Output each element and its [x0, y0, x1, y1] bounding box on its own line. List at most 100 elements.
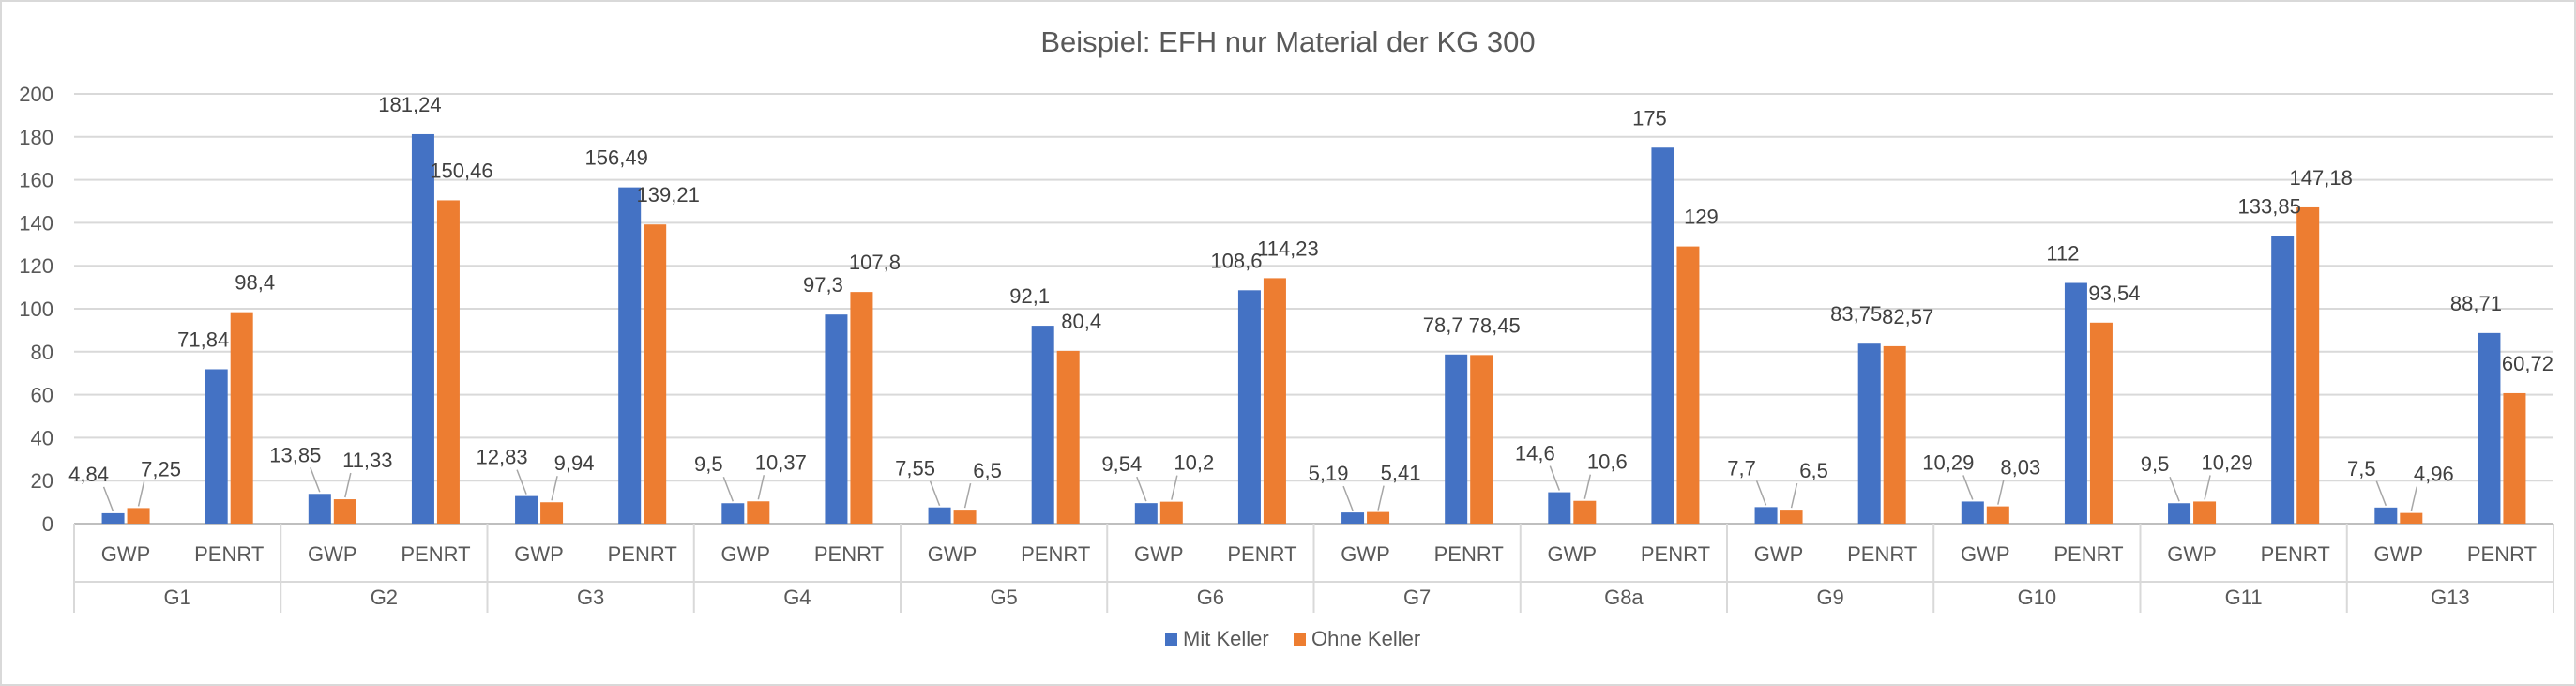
data-label-ohne-keller: 5,41: [1381, 462, 1421, 485]
data-label-ohne-keller: 10,6: [1587, 450, 1628, 474]
data-label-ohne-keller: 7,25: [141, 457, 181, 480]
data-label-ohne-keller: 82,57: [1882, 305, 1933, 328]
x-subcategory-label: PENRT: [2261, 542, 2330, 566]
data-label-ohne-keller: 114,23: [1257, 236, 1319, 260]
data-label-mit-keller: 78,7: [1423, 313, 1463, 337]
bar-mit-keller: [1961, 501, 1984, 524]
bar-ohne-keller: [1780, 510, 1803, 524]
leader-line: [1136, 476, 1147, 502]
bar-ohne-keller: [2400, 512, 2423, 524]
y-tick-label: 100: [19, 297, 53, 321]
x-group-label: G9: [1816, 586, 1843, 609]
bar-ohne-keller: [2503, 392, 2526, 524]
x-subcategory-label: PENRT: [1021, 542, 1090, 566]
x-group-label: G11: [2225, 586, 2263, 609]
x-subcategory-label: GWP: [2374, 542, 2424, 566]
leader-line: [1171, 475, 1178, 500]
bar-mit-keller: [205, 369, 228, 524]
data-label-mit-keller: 108,6: [1210, 249, 1262, 272]
leader-line: [551, 476, 558, 501]
x-group-label: G1: [163, 586, 190, 609]
leader-line: [722, 476, 735, 502]
x-group-label: G10: [2018, 586, 2057, 609]
bar-ohne-keller: [540, 502, 564, 524]
y-axis-tick-labels: 0 20 40 60 80 100 120 140 160 180 200: [19, 83, 53, 536]
leader-line: [1962, 475, 1974, 500]
x-group-label: G3: [577, 586, 604, 609]
y-tick-label: 120: [19, 254, 53, 278]
x-group-label: G5: [990, 586, 1017, 609]
bar-mit-keller: [2064, 282, 2087, 524]
data-label-ohne-keller: 10,37: [755, 450, 807, 474]
data-label-mit-keller: 7,55: [895, 457, 935, 480]
data-label-ohne-keller: 78,45: [1469, 313, 1521, 337]
bar-mit-keller: [1754, 507, 1778, 524]
x-subcategory-label: PENRT: [1227, 542, 1296, 566]
legend-swatch-ohne-keller: [1294, 633, 1306, 646]
data-label-mit-keller: 9,5: [2141, 452, 2170, 476]
x-group-label: G7: [1403, 586, 1431, 609]
bar-ohne-keller: [1159, 501, 1183, 524]
x-subcategory-label: GWP: [2167, 542, 2217, 566]
bar-ohne-keller: [1573, 500, 1597, 524]
bar-mit-keller: [515, 495, 538, 524]
data-labels: 4,84 7,25 71,84 98,4 13,85 11,33 181,24 150,46 1…: [68, 93, 2553, 486]
data-label-mit-keller: 97,3: [803, 273, 843, 297]
bar-ohne-keller: [953, 510, 977, 524]
bar-ohne-keller: [1470, 355, 1493, 524]
y-tick-label: 180: [19, 126, 53, 149]
bar-mit-keller: [2168, 503, 2191, 524]
bar-mit-keller: [1134, 503, 1158, 524]
legend-swatch-mit-keller: [1165, 633, 1177, 646]
data-label-mit-keller: 7,5: [2347, 457, 2376, 480]
leader-line: [310, 467, 321, 493]
data-label-ohne-keller: 4,96: [2414, 463, 2454, 486]
bars: [101, 133, 2526, 525]
data-label-mit-keller: 88,71: [2450, 292, 2502, 315]
bar-mit-keller: [1548, 492, 1571, 524]
x-group-label: G13: [2431, 586, 2470, 609]
leader-line: [2375, 480, 2387, 507]
bar-ohne-keller: [127, 508, 150, 524]
data-label-ohne-keller: 9,94: [554, 451, 595, 475]
bar-ohne-keller: [850, 292, 873, 524]
data-label-mit-keller: 156,49: [585, 146, 648, 170]
data-label-ohne-keller: 6,5: [1799, 459, 1828, 482]
data-label-mit-keller: 9,5: [694, 452, 723, 476]
bar-ohne-keller: [1263, 278, 1286, 524]
bar-mit-keller: [2478, 332, 2501, 524]
bar-mit-keller: [618, 187, 642, 525]
x-subcategory-label: GWP: [1961, 542, 2010, 566]
bar-mit-keller: [1445, 354, 1468, 524]
x-subcategory-label: GWP: [1341, 542, 1390, 566]
data-label-ohne-keller: 150,46: [430, 159, 492, 182]
data-label-mit-keller: 9,54: [1101, 452, 1142, 476]
legend: Mit Keller Ohne Keller: [1165, 627, 1420, 650]
bar-mit-keller: [308, 494, 331, 524]
data-label-ohne-keller: 129: [1684, 206, 1719, 229]
bar-mit-keller: [825, 314, 848, 524]
x-subcategory-label: PENRT: [1847, 542, 1917, 566]
x-subcategory-label: PENRT: [2467, 542, 2537, 566]
data-label-mit-keller: 14,6: [1515, 442, 1555, 465]
x-subcategory-label: PENRT: [2053, 542, 2123, 566]
bar-mit-keller: [928, 507, 951, 524]
data-label-ohne-keller: 147,18: [2290, 166, 2353, 190]
data-label-mit-keller: 71,84: [177, 328, 229, 351]
bar-mit-keller: [1341, 512, 1365, 524]
leader-line: [2410, 486, 2418, 511]
bar-ohne-keller: [2089, 322, 2113, 524]
data-label-ohne-keller: 11,33: [342, 449, 392, 472]
data-label-mit-keller: 12,83: [477, 446, 528, 469]
data-label-ohne-keller: 98,4: [235, 271, 275, 295]
data-label-ohne-keller: 10,2: [1174, 451, 1214, 475]
bar-ohne-keller: [2296, 206, 2320, 524]
bar-ohne-keller: [333, 499, 356, 524]
x-subcategory-label: PENRT: [814, 542, 884, 566]
x-subcategory-label: GWP: [1548, 542, 1598, 566]
bar-mit-keller: [1651, 147, 1674, 524]
bar-ohne-keller: [2193, 501, 2217, 524]
leader-line: [757, 475, 765, 500]
data-label-mit-keller: 13,85: [269, 443, 321, 466]
